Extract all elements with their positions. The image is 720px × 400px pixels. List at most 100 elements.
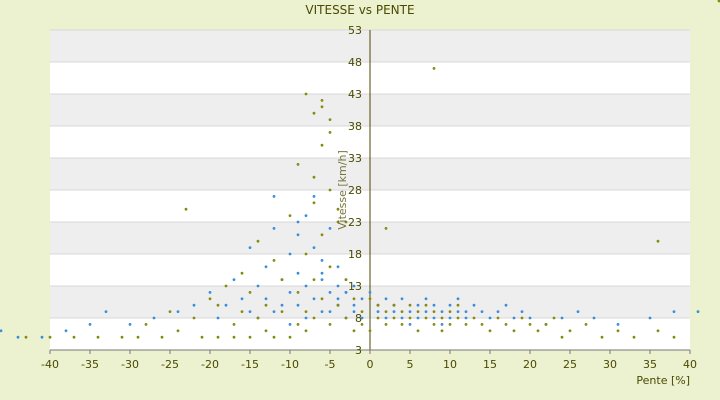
- data-point: [384, 227, 388, 230]
- data-point: [312, 246, 316, 250]
- data-point: [528, 316, 532, 320]
- data-point: [120, 335, 124, 339]
- data-point: [144, 323, 148, 326]
- data-point: [504, 303, 508, 307]
- data-point: [320, 143, 324, 147]
- data-point: [160, 335, 164, 339]
- data-point: [552, 316, 556, 320]
- x-tick-label: 25: [563, 358, 577, 371]
- data-point: [336, 297, 340, 301]
- y-tick-label: 8: [355, 312, 362, 325]
- data-point: [296, 271, 300, 275]
- data-point: [208, 291, 212, 294]
- data-point: [512, 329, 516, 333]
- data-point: [320, 278, 324, 281]
- data-point: [352, 310, 356, 313]
- data-point: [264, 265, 268, 269]
- x-tick-label: 10: [443, 358, 457, 371]
- data-point: [344, 291, 348, 294]
- data-point: [136, 335, 140, 339]
- data-point: [648, 316, 652, 320]
- x-tick-label: -15: [241, 358, 259, 371]
- data-point: [216, 303, 220, 307]
- data-point: [400, 297, 404, 301]
- data-point: [240, 310, 244, 313]
- data-point: [328, 118, 332, 121]
- data-point: [64, 329, 68, 333]
- data-point: [168, 310, 172, 313]
- data-point: [304, 310, 308, 313]
- data-point: [480, 323, 484, 326]
- data-point: [520, 310, 524, 313]
- data-point: [432, 67, 436, 70]
- data-point: [672, 335, 676, 339]
- data-point: [304, 252, 308, 256]
- data-point: [400, 310, 404, 313]
- x-tick-label: 35: [643, 358, 657, 371]
- data-point: [368, 329, 372, 333]
- chart-title: VITESSE vs PENTE: [305, 3, 414, 17]
- data-point: [432, 323, 436, 326]
- data-point: [408, 310, 412, 313]
- data-point: [312, 175, 316, 179]
- data-point: [384, 310, 388, 313]
- data-point: [376, 310, 380, 313]
- data-point: [480, 310, 484, 313]
- x-tick-label: -30: [121, 358, 139, 371]
- data-point: [304, 92, 308, 96]
- data-point: [656, 239, 660, 243]
- data-point: [264, 297, 268, 301]
- data-point: [440, 316, 444, 320]
- data-point: [672, 310, 676, 313]
- data-point: [240, 271, 244, 275]
- data-point: [336, 284, 340, 288]
- data-point: [224, 284, 228, 288]
- data-point: [616, 329, 620, 333]
- data-point: [256, 239, 260, 243]
- data-point: [16, 335, 20, 339]
- data-point: [232, 323, 236, 326]
- data-point: [432, 310, 436, 313]
- x-tick-label: 5: [407, 358, 414, 371]
- data-point: [416, 316, 420, 320]
- data-point: [312, 278, 316, 281]
- data-point: [392, 316, 396, 320]
- data-point: [312, 201, 316, 205]
- data-point: [448, 310, 452, 313]
- data-point: [256, 284, 260, 288]
- data-point: [256, 316, 260, 320]
- data-point: [344, 316, 348, 320]
- data-point: [336, 303, 340, 307]
- x-tick-label: -25: [161, 358, 179, 371]
- data-point: [296, 163, 300, 166]
- data-point: [600, 335, 604, 339]
- data-point: [368, 291, 372, 294]
- data-point: [424, 316, 428, 320]
- data-point: [176, 310, 180, 313]
- data-point: [264, 329, 268, 333]
- data-point: [312, 297, 316, 301]
- data-point: [408, 323, 412, 326]
- data-point: [536, 329, 540, 333]
- data-point: [592, 316, 596, 320]
- data-point: [384, 316, 388, 320]
- data-point: [320, 99, 324, 102]
- x-axis-label: Pente [%]: [636, 374, 690, 387]
- data-point: [240, 297, 244, 301]
- data-point: [576, 310, 580, 313]
- y-tick-label: 43: [348, 88, 362, 101]
- data-point: [456, 303, 460, 307]
- data-point: [488, 316, 492, 320]
- data-point: [472, 316, 476, 320]
- data-point: [448, 316, 452, 320]
- data-point: [376, 303, 380, 307]
- data-point: [336, 265, 340, 269]
- data-point: [344, 220, 348, 224]
- data-point: [352, 329, 356, 333]
- data-point: [528, 323, 532, 326]
- data-point: [392, 303, 396, 307]
- data-point: [464, 323, 468, 326]
- y-tick-label: 48: [348, 56, 362, 69]
- data-point: [520, 316, 524, 320]
